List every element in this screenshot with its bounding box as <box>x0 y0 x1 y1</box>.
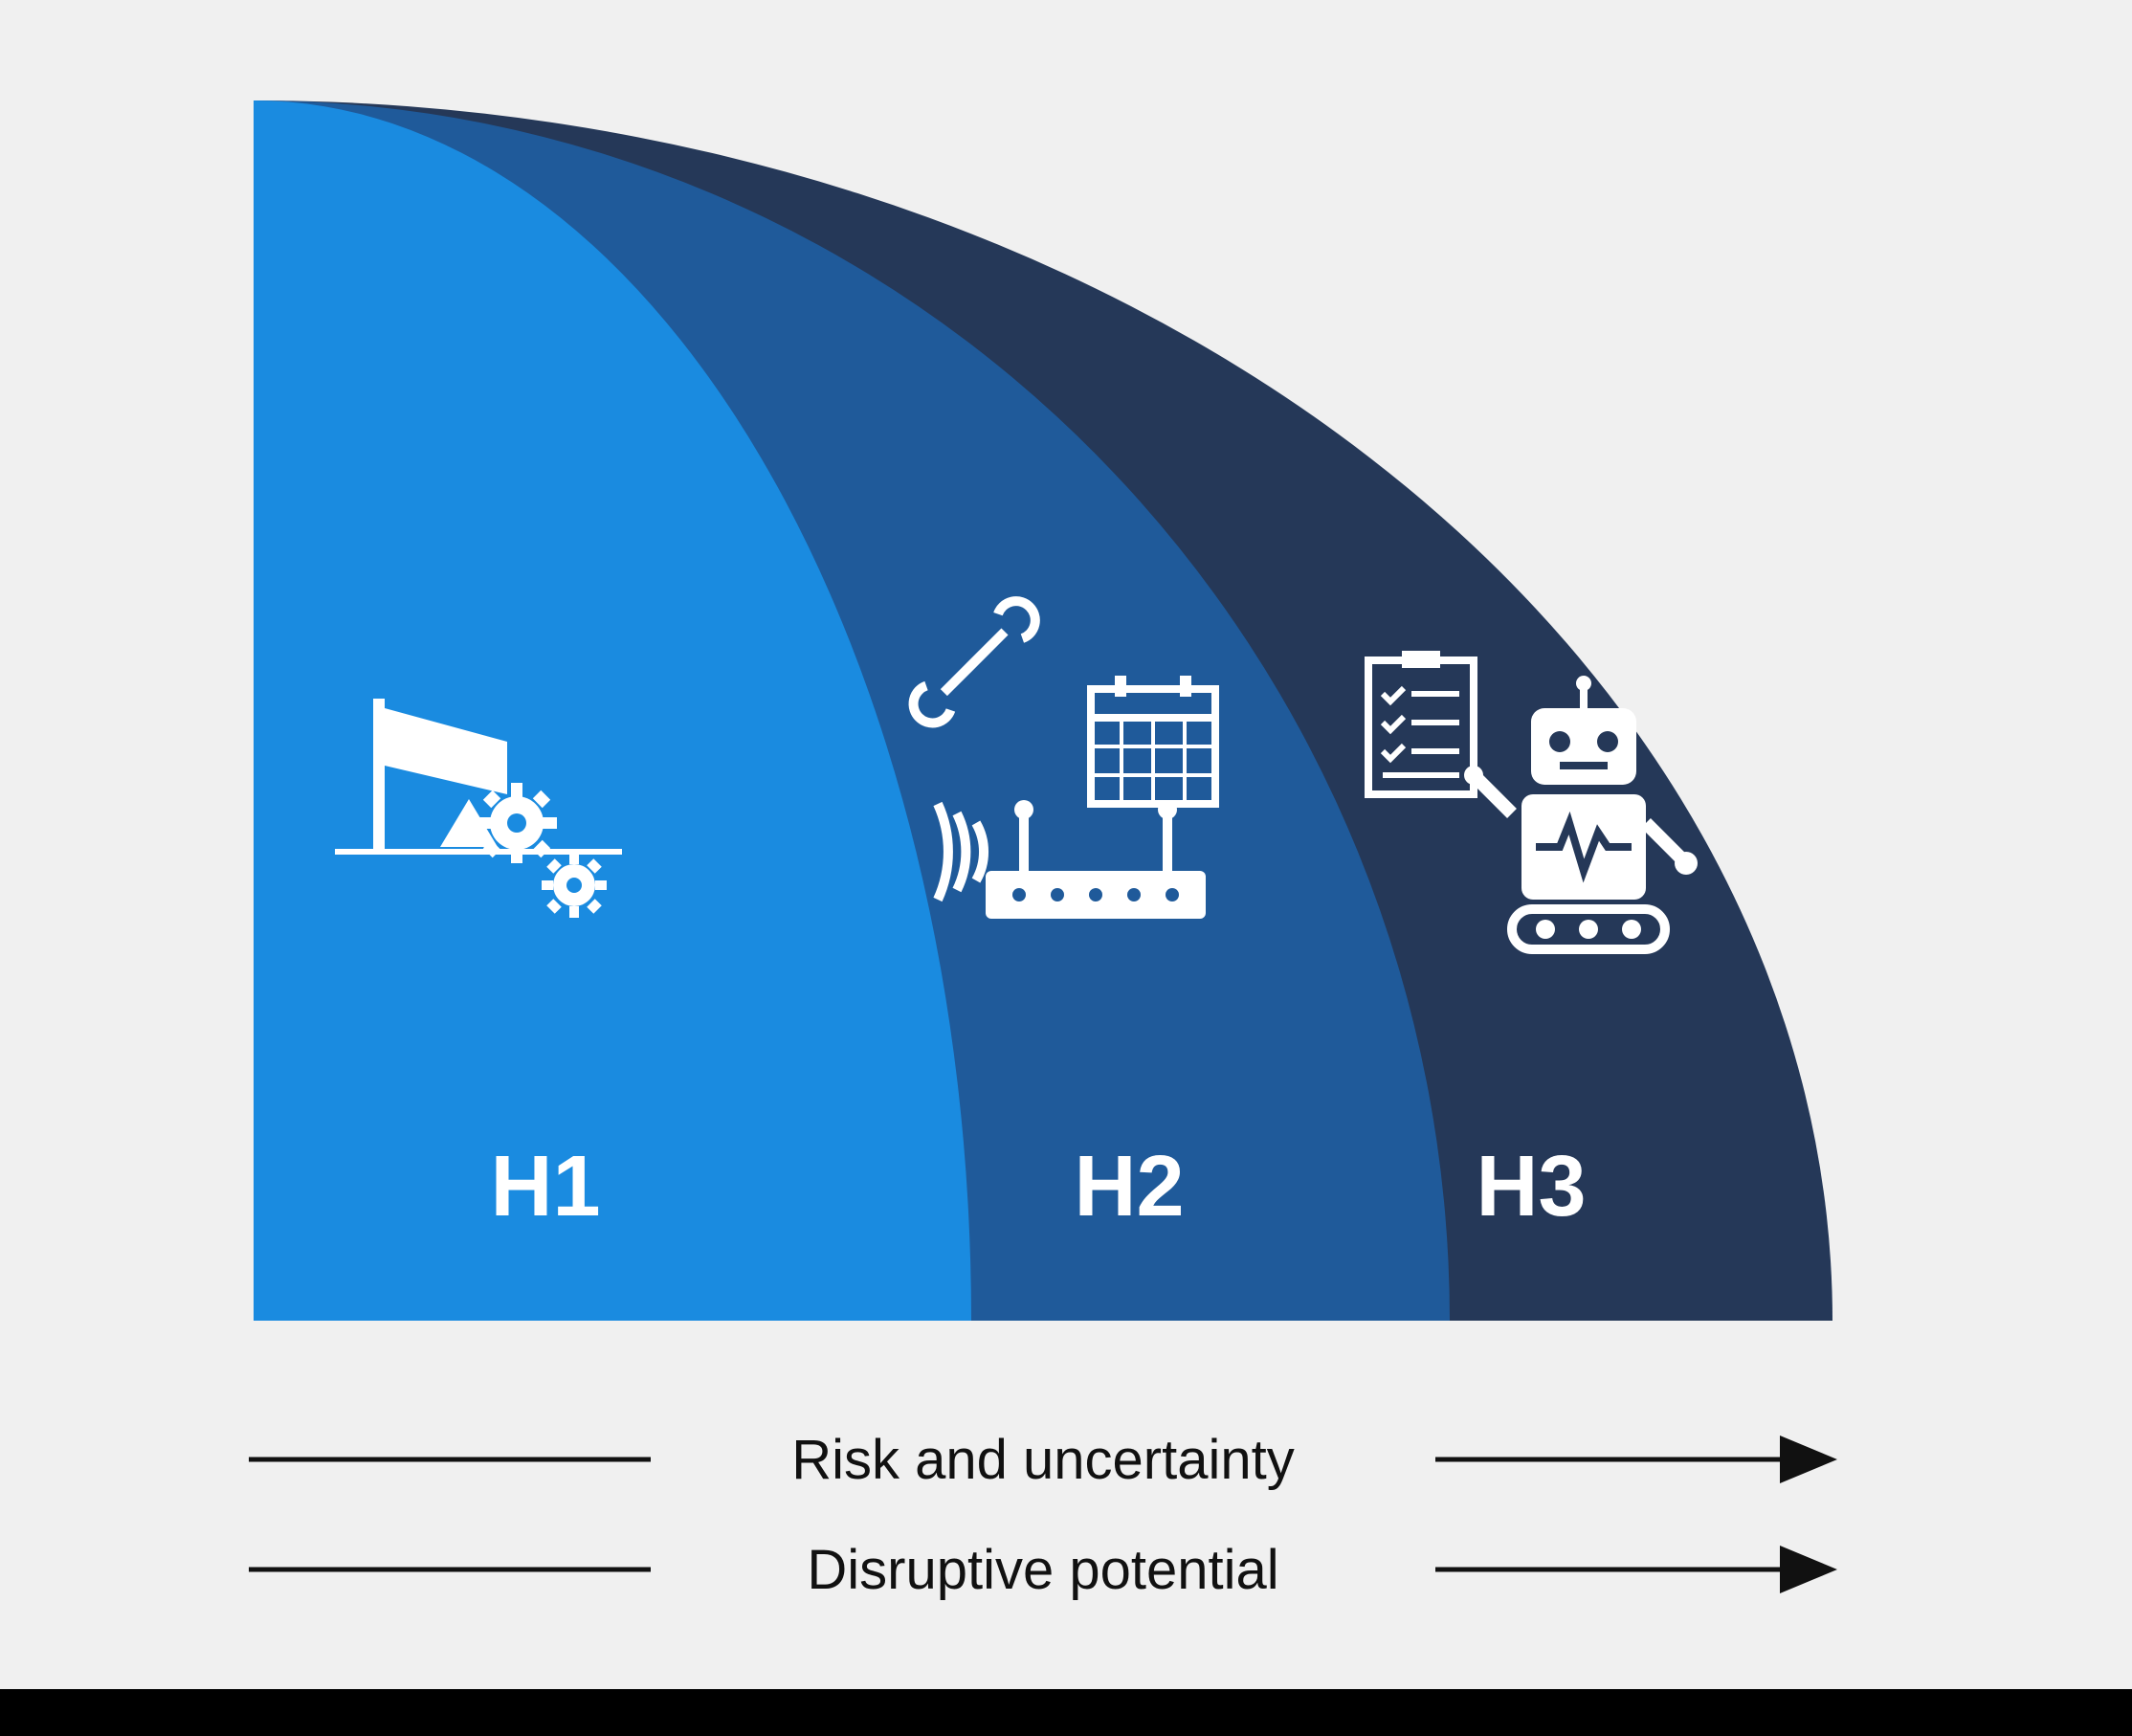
horizons-diagram: H1 H2 H3 <box>0 0 2132 1736</box>
axis-risk-uncertainty: Risk and uncertainty <box>249 1429 1828 1491</box>
horizon-h2-label: H2 <box>1074 1139 1184 1235</box>
axis-label-2: Disruptive potential <box>807 1539 1278 1601</box>
axis-label-1: Risk and uncertainty <box>791 1429 1294 1491</box>
diagram-canvas: H1 H2 H3 <box>0 0 2132 1736</box>
axis-disruptive-potential: Disruptive potential <box>249 1539 1828 1601</box>
horizon-h3-label: H3 <box>1476 1139 1586 1235</box>
bottom-black-bar <box>0 1689 2132 1736</box>
horizon-h1-label: H1 <box>490 1139 600 1235</box>
